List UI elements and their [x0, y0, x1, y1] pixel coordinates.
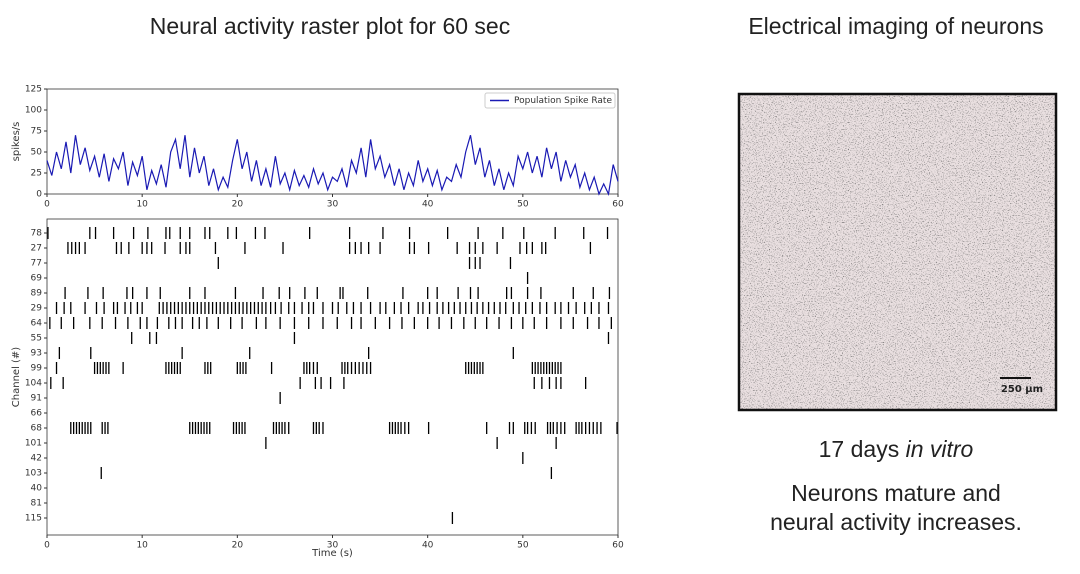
- note-line: Neurons mature and: [791, 480, 1001, 506]
- x-tick-label: 0: [44, 541, 50, 551]
- left-title: Neural activity raster plot for 60 sec: [150, 13, 510, 39]
- image-speckle: [739, 94, 1056, 410]
- y-tick-label: 78: [31, 229, 43, 239]
- x-tick-label: 20: [232, 541, 244, 551]
- y-tick-label: 81: [31, 499, 42, 509]
- y-tick-label: 91: [31, 394, 42, 404]
- y-tick-label: 0: [36, 190, 42, 200]
- x-tick-label: 60: [612, 541, 624, 551]
- y-tick-label: 101: [25, 439, 42, 449]
- x-tick-label: 20: [232, 200, 244, 210]
- plot-frame: [46, 88, 619, 195]
- y-tick-label: 125: [25, 85, 42, 95]
- y-tick-label: 68: [31, 424, 43, 434]
- caption: 17 days in vitro: [819, 436, 974, 462]
- x-tick-label: 10: [136, 541, 148, 551]
- neuron-image: 250 μm: [737, 92, 1058, 412]
- y-tick-label: 55: [31, 334, 42, 344]
- y-tick-label: 40: [31, 484, 43, 494]
- legend-label: Population Spike Rate: [514, 96, 612, 106]
- y-tick-label: 75: [31, 127, 42, 137]
- x-tick-label: 40: [422, 541, 434, 551]
- x-tick-label: 40: [422, 200, 434, 210]
- legend-box: [484, 92, 616, 109]
- y-tick-label: 27: [31, 244, 42, 254]
- x-tick-label: 50: [517, 200, 529, 210]
- y-tick-label: 100: [25, 106, 42, 116]
- y-tick-label: 69: [31, 274, 43, 284]
- y-tick-label: 42: [31, 454, 42, 464]
- x-tick-label: 30: [327, 200, 339, 210]
- y-tick-label: 93: [31, 349, 42, 359]
- y-tick-label: 115: [25, 514, 42, 524]
- plot-frame: [46, 218, 619, 536]
- note-line: neural activity increases.: [770, 509, 1022, 535]
- y-tick-label: 104: [25, 379, 42, 389]
- y-tick-label: 50: [31, 148, 43, 158]
- x-axis-label: Time (s): [311, 548, 353, 559]
- y-tick-label: 89: [31, 289, 43, 299]
- y-axis-label: spikes/s: [11, 122, 22, 162]
- y-tick-label: 64: [31, 319, 43, 329]
- right-title: Electrical imaging of neurons: [748, 13, 1043, 39]
- image-border: [737, 92, 1058, 412]
- caption-italic: in vitro: [906, 436, 974, 462]
- y-tick-label: 66: [31, 409, 43, 419]
- x-tick-label: 50: [517, 541, 529, 551]
- caption-days: 17 days: [819, 436, 900, 462]
- x-tick-label: 60: [612, 200, 624, 210]
- y-tick-label: 103: [25, 469, 42, 479]
- y-axis-label: Channel (#): [11, 347, 22, 408]
- y-tick-label: 25: [31, 169, 42, 179]
- x-tick-label: 30: [327, 541, 339, 551]
- x-tick-label: 10: [136, 200, 148, 210]
- x-tick-label: 0: [44, 200, 50, 210]
- y-tick-label: 77: [31, 259, 42, 269]
- y-tick-label: 29: [31, 304, 43, 314]
- rate-line: [46, 135, 619, 197]
- y-tick-label: 99: [31, 364, 43, 374]
- scale-bar-label: 250 μm: [1001, 384, 1043, 395]
